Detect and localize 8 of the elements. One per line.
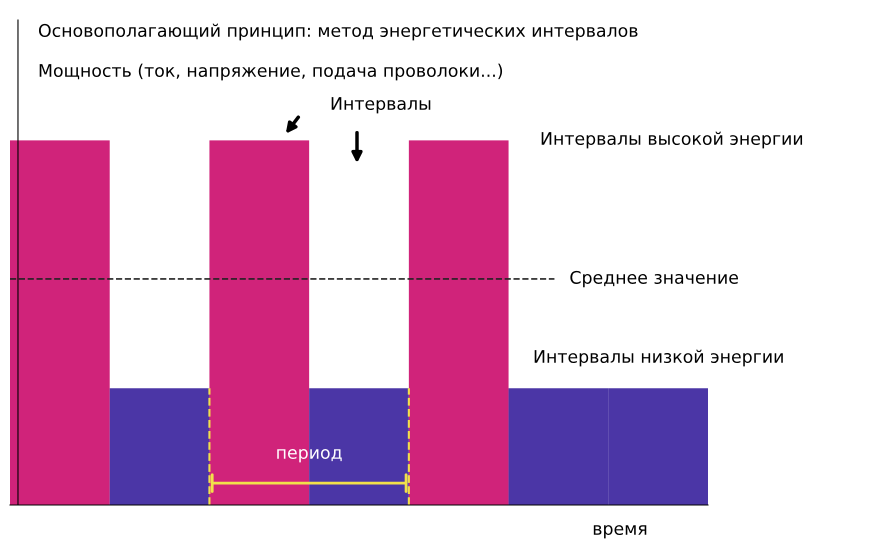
y-axis-title: Мощность (ток, напряжение, подача проволоки...) xyxy=(40,64,502,80)
chart-title: Основополагающий принцип: метод энергетических интервалов xyxy=(38,24,638,40)
x-axis-title: время xyxy=(594,525,646,538)
ref-line-label: Среднее значение xyxy=(570,270,738,288)
text: Интервалы xyxy=(332,97,430,114)
annotation: период xyxy=(277,449,342,462)
annotation: Интервалы высокой энергии xyxy=(542,132,802,148)
annotation: Интервалы низкой энергии xyxy=(534,350,783,366)
